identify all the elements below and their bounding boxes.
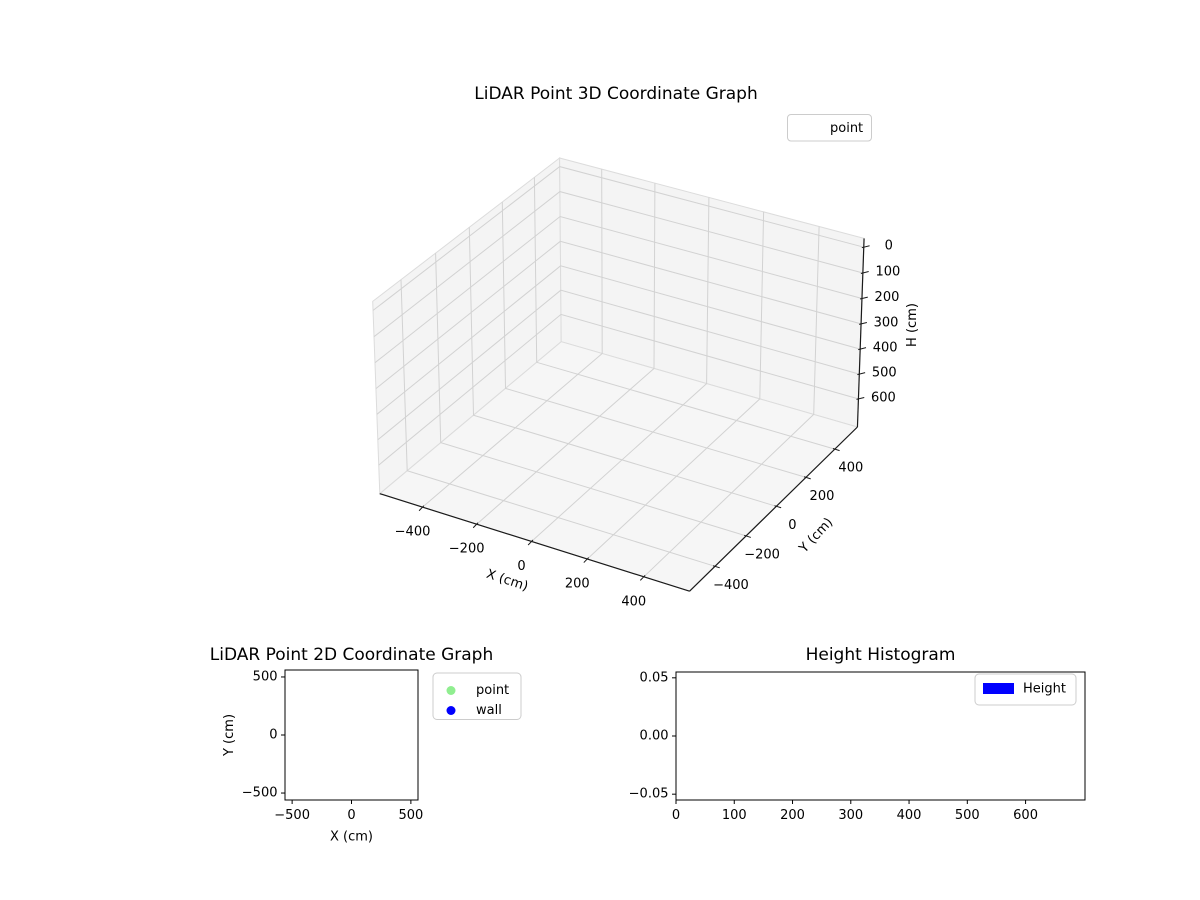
legend-hist-label-height: Height bbox=[1023, 682, 1066, 697]
legend-hist-swatch bbox=[983, 683, 1014, 694]
x-tick-label-hist: 200 bbox=[780, 808, 805, 823]
y-tick-label-hist: −0.05 bbox=[629, 787, 669, 802]
y-tick-label-hist: 0.00 bbox=[640, 729, 669, 744]
grid-line-z bbox=[375, 240, 862, 389]
grid-line-z bbox=[377, 289, 860, 441]
legend-2d-frame bbox=[432, 672, 522, 720]
legend-hist-frame bbox=[974, 673, 1077, 706]
z-tick-3d bbox=[859, 296, 868, 300]
grid-line-z bbox=[378, 313, 859, 466]
y-axis-label-2d: Y (cm) bbox=[222, 714, 237, 757]
plot2d-title: LiDAR Point 2D Coordinate Graph bbox=[210, 645, 494, 665]
x-tick-label-hist: 600 bbox=[1013, 808, 1038, 823]
y-tick-label-3d: 200 bbox=[810, 489, 835, 504]
grid-line-x bbox=[586, 211, 765, 560]
grid-line-z bbox=[373, 191, 864, 338]
z-tick-label-3d: 200 bbox=[875, 290, 900, 305]
x-tick-label-3d: −400 bbox=[395, 525, 431, 540]
y-tick-3d bbox=[744, 534, 751, 538]
y-tick-label-3d: −400 bbox=[713, 578, 749, 593]
grid-line-x bbox=[476, 183, 656, 525]
y-tick-label-2d: 0 bbox=[269, 728, 277, 743]
grid-line-z bbox=[374, 215, 863, 364]
x-tick-label-hist: 500 bbox=[955, 808, 980, 823]
grid-line-y bbox=[468, 227, 777, 507]
grid-line-y bbox=[435, 253, 747, 537]
x-tick-3d bbox=[583, 557, 589, 563]
legend-3d-label-point: point bbox=[830, 121, 863, 136]
y-axis-label-3d: Y (cm) bbox=[796, 515, 836, 557]
x-tick-label-2d: −500 bbox=[274, 808, 310, 823]
z-tick-label-3d: 100 bbox=[875, 264, 900, 279]
z-axis-label-3d: H (cm) bbox=[905, 303, 920, 347]
grid-line-x bbox=[643, 226, 820, 578]
grid-line-y bbox=[400, 279, 716, 567]
legend-marker-point bbox=[446, 686, 456, 695]
grid-line-z bbox=[372, 166, 864, 311]
grid-line-z bbox=[376, 265, 861, 415]
grid-line-x bbox=[531, 197, 710, 542]
y-tick-label-3d: 400 bbox=[838, 461, 863, 476]
legend-3d: point bbox=[787, 114, 872, 142]
x-tick-label-hist: 300 bbox=[838, 808, 863, 823]
legend-marker-wall bbox=[446, 706, 456, 715]
y-tick-label-3d: 0 bbox=[788, 518, 796, 533]
x-tick-3d bbox=[639, 574, 646, 581]
plot3d-title: LiDAR Point 3D Coordinate Graph bbox=[474, 84, 758, 104]
y-tick-3d bbox=[774, 505, 782, 509]
z-tick-label-3d: 400 bbox=[873, 341, 898, 356]
y-tick-3d bbox=[832, 448, 840, 452]
z-tick-3d bbox=[857, 372, 866, 376]
x-tick-3d bbox=[472, 522, 479, 529]
y-tick-label-3d: −200 bbox=[744, 547, 780, 562]
plot3d: −400−2000200400−400−20002004000100200300… bbox=[372, 84, 920, 609]
y-tick-3d bbox=[712, 565, 720, 569]
histogram-title: Height Histogram bbox=[806, 645, 956, 665]
legend-3d-frame bbox=[787, 114, 872, 142]
x-tick-label-2d: 500 bbox=[398, 808, 423, 823]
x-axis-label-2d: X (cm) bbox=[330, 830, 373, 845]
x-tick-label-2d: 0 bbox=[347, 808, 355, 823]
x-tick-label-hist: 100 bbox=[722, 808, 747, 823]
z-tick-3d bbox=[860, 271, 869, 274]
z-tick-label-3d: 600 bbox=[871, 390, 896, 405]
z-tick-label-3d: 0 bbox=[885, 239, 893, 254]
z-tick-3d bbox=[858, 347, 867, 351]
x-tick-label-3d: 200 bbox=[565, 576, 590, 591]
z-tick-label-3d: 300 bbox=[874, 315, 899, 330]
grid-line-y bbox=[501, 201, 807, 478]
z-tick-3d bbox=[859, 321, 868, 325]
x-tick-3d bbox=[527, 539, 534, 546]
legend-2d: point wall bbox=[432, 672, 522, 720]
z-tick-3d bbox=[856, 397, 865, 400]
histogram: 0 100 200 300 400 500 600 0.05 0.00 −0.05 Height H… bbox=[629, 645, 1086, 823]
y-axis-line-3d bbox=[689, 426, 858, 592]
x-axis-line-3d bbox=[379, 493, 690, 592]
legend-2d-label-wall: wall bbox=[476, 703, 502, 718]
y-tick-label-hist: 0.05 bbox=[640, 670, 669, 685]
legend-hist: Height bbox=[974, 673, 1077, 706]
z-axis-line-3d bbox=[856, 238, 865, 428]
grid-line-x bbox=[422, 169, 603, 508]
x-tick-3d bbox=[418, 505, 425, 512]
x-tick-label-3d: 400 bbox=[621, 594, 646, 609]
plot2d: −500 0 500 500 0 −500 LiDAR Point 2D Coordinat… bbox=[210, 645, 522, 845]
z-tick-label-3d: 500 bbox=[872, 366, 897, 381]
x-tick-label-hist: 400 bbox=[897, 808, 922, 823]
grid-line-y bbox=[533, 177, 835, 450]
x-tick-label-hist: 0 bbox=[672, 808, 680, 823]
z-tick-3d bbox=[861, 245, 870, 249]
y-tick-label-2d: −500 bbox=[242, 786, 278, 801]
y-tick-label-2d: 500 bbox=[253, 669, 278, 684]
x-tick-label-3d: −200 bbox=[449, 542, 485, 557]
y-tick-3d bbox=[803, 476, 811, 480]
legend-2d-label-point: point bbox=[476, 683, 509, 698]
x-tick-label-3d: 0 bbox=[517, 559, 525, 574]
plot2d-frame bbox=[284, 669, 419, 801]
